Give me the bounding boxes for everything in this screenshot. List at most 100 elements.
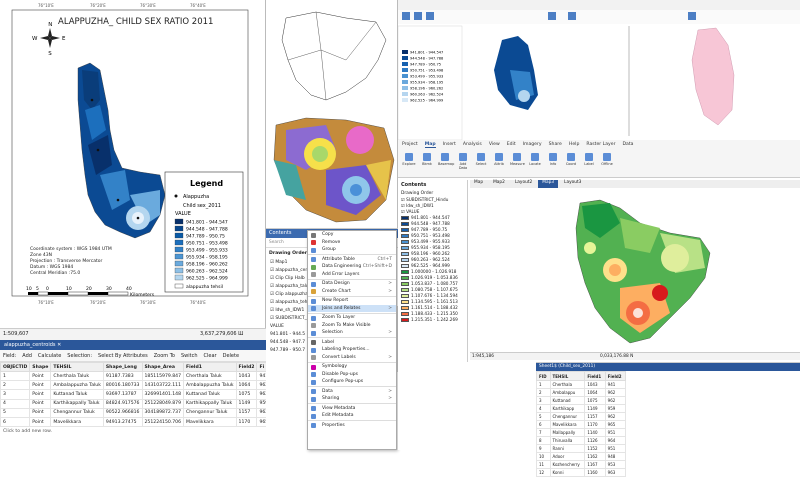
map-tab[interactable]: Map3 [538, 180, 559, 188]
table-row[interactable]: 2 Ambalappu 1064 962 [536, 388, 627, 397]
context-menu-item[interactable]: Properties [308, 422, 396, 430]
column-header[interactable]: Field2 [604, 371, 627, 381]
table-row[interactable]: 2 Point Ambalappuzha Taluk 80016.180733 1431… [0, 380, 272, 391]
column-header[interactable]: Shape_Leng [102, 362, 143, 372]
map-tab[interactable]: Layout2 [514, 180, 533, 185]
map-tab[interactable]: Map2 [493, 180, 505, 185]
table-row[interactable]: 3 Point Kuttanad Taluk 93697.13787 326991401… [0, 389, 272, 400]
idw-map[interactable] [470, 188, 800, 353]
column-header[interactable]: TEHSIL [549, 371, 586, 381]
ribbon-tab[interactable]: Insert [442, 142, 456, 147]
toolbar-item[interactable]: Delete [222, 353, 240, 359]
ribbon-tab[interactable]: Imagery [522, 142, 542, 147]
layer-tree-item[interactable]: 944.548 - 947.7 [270, 340, 306, 345]
locate-button[interactable]: Locate [528, 152, 542, 172]
add-data-button[interactable]: Add Data [456, 152, 470, 172]
table-tab[interactable]: alappuzha_centroids ✕ [0, 340, 266, 350]
layer-tree-item[interactable]: ☑ alappuzha_centroids [270, 268, 321, 273]
context-menu-item[interactable]: Edit Metadata [308, 412, 396, 420]
context-menu-item[interactable]: Label [308, 339, 396, 347]
ribbon-tab[interactable]: Analysis [462, 142, 482, 147]
context-menu-item[interactable]: Disable Pop-ups [308, 371, 396, 379]
ribbon-tab[interactable]: Raster Layer [586, 142, 616, 147]
ribbon-tab[interactable]: Help [568, 142, 580, 147]
basemap-button[interactable]: Basemap [438, 152, 454, 172]
context-menu-item[interactable]: Zoom To Make Visible [308, 322, 396, 330]
table-row[interactable]: 9 Ranni 1152 951 [536, 444, 627, 453]
infographics-button[interactable]: Info [546, 152, 560, 172]
add-row-hint[interactable]: Click to add new row. [3, 429, 52, 435]
column-header[interactable]: Field2 [235, 362, 258, 372]
table-row[interactable]: 7 Mallappally 1140 951 [536, 428, 627, 437]
context-menu-item[interactable]: Labeling Properties... [308, 346, 396, 354]
ribbon-tab[interactable]: Edit [506, 142, 516, 147]
column-header[interactable]: TEHSIL [50, 362, 104, 372]
layer-tree-item[interactable]: 941.801 - 944.5 [270, 332, 306, 337]
coordinate-button[interactable]: Coord [564, 152, 578, 172]
layer-tree-item[interactable]: ☑ Idw_sh_IDW1 [270, 308, 305, 313]
attributes-button[interactable]: Attrib [492, 152, 506, 172]
ribbon-tab[interactable]: View [488, 142, 500, 147]
toolbar-item[interactable]: Select By Attributes [98, 353, 148, 359]
column-header[interactable]: Shape_Area [141, 362, 185, 372]
context-menu-item[interactable]: Remove [308, 239, 396, 247]
context-menu-item[interactable]: Data Engineering Ctrl+Shift+D [308, 263, 396, 271]
layer-tree-item[interactable]: VALUE [270, 324, 284, 329]
context-menu-item[interactable]: Configure Pop-ups [308, 378, 396, 386]
arcgis-layer-item[interactable]: ☑ SUBDISTRICT_Hindu [401, 197, 449, 202]
context-menu-item[interactable]: Data > [308, 388, 396, 396]
toolbar-item[interactable]: Calculate [37, 353, 62, 359]
column-header[interactable]: Shape [29, 362, 52, 372]
arcgis-table-tab[interactable]: Sheet1$ (Child_sex_2011) [536, 363, 800, 371]
table-row[interactable]: 5 Chengannur 1157 962 [536, 412, 627, 421]
column-header[interactable]: OBJECTID [0, 362, 31, 372]
context-menu-item[interactable]: Symbology [308, 363, 396, 371]
context-menu-item[interactable]: New Report [308, 297, 396, 305]
layer-tree-item[interactable]: 947.789 - 950.7 [270, 348, 306, 353]
download-map-button[interactable]: Offline [600, 152, 614, 172]
bookmarks-button[interactable]: Bkmk [420, 152, 434, 172]
toolbar-item[interactable]: Add [22, 353, 32, 359]
ribbon-tab[interactable]: Data [622, 142, 634, 147]
layer-tree-item[interactable]: ☑ Clip alappuzha [270, 292, 308, 297]
arcgis-layer-item[interactable]: ☑ VALUE [401, 209, 420, 214]
column-header[interactable]: FID [536, 371, 551, 381]
column-header[interactable]: Field1 [183, 362, 237, 372]
explore-button[interactable]: Explore [402, 152, 416, 172]
layer-tree-item[interactable]: ☑ Map1 [270, 260, 288, 265]
layer-tree-item[interactable]: ☑ alappuzha_tehsil [270, 300, 313, 305]
context-menu-item[interactable]: Group [308, 246, 396, 254]
table-row[interactable]: 12 Konni 1160 963 [536, 468, 627, 477]
layer-tree-item[interactable]: ☑ SUBDISTRICT_Hindu... [270, 316, 324, 321]
labeling-button[interactable]: Label [582, 152, 596, 172]
toolbar-item[interactable]: Zoom To [153, 353, 175, 359]
context-menu-item[interactable]: Convert Labels > [308, 354, 396, 362]
map-tab[interactable]: Layout3 [564, 180, 582, 185]
context-menu-item[interactable]: Create Chart > [308, 288, 396, 296]
measure-button[interactable]: Measure [510, 152, 525, 172]
map-scale-readout[interactable]: 1:509,607 [3, 331, 29, 337]
context-menu-item[interactable]: Joins and Relates > [308, 304, 396, 312]
table-row[interactable]: 8 Thiruvalla 1126 964 [536, 436, 627, 445]
arcgis-scale[interactable]: 1:945,186 [472, 354, 494, 359]
toolbar-item[interactable]: Clear [203, 353, 217, 359]
table-row[interactable]: 4 Point Karthikappally Taluk 84824.917576 25… [0, 398, 272, 409]
arcgis-layer-item[interactable]: ☑ Idw_sh_IDW1 [401, 203, 434, 208]
context-menu-item[interactable]: Sharing > [308, 395, 396, 403]
column-header[interactable]: Field1 [584, 371, 606, 381]
context-menu-item[interactable]: Attribute Table Ctrl+T [308, 256, 396, 264]
context-menu-item[interactable]: Copy [308, 231, 396, 239]
context-menu-item[interactable]: Data Design > [308, 280, 396, 288]
table-row[interactable]: 6 Point Mavelikkara 94913.27475 251224150.70… [0, 416, 272, 428]
table-row[interactable]: 10 Adoor 1162 948 [536, 452, 627, 461]
table-row[interactable]: 5 Point Chengannur Taluk 90522.966816 304189… [0, 407, 272, 418]
table-row[interactable]: 1 Point Cherthala Taluk 91187.7383 185115979… [0, 370, 272, 382]
context-menu-item[interactable]: Selection > [308, 329, 396, 337]
context-menu-item[interactable]: Add Error Layers [308, 271, 396, 279]
context-menu-item[interactable]: View Metadata [308, 405, 396, 413]
table-row[interactable]: 11 Kozhencherry 1167 953 [536, 460, 627, 469]
map-tab[interactable]: Map [474, 180, 484, 185]
ribbon-tab[interactable]: Map [424, 142, 436, 148]
ribbon-tab[interactable]: Share [548, 142, 562, 147]
layer-tree-item[interactable]: ☑ alappuzha_taluk [270, 284, 312, 289]
